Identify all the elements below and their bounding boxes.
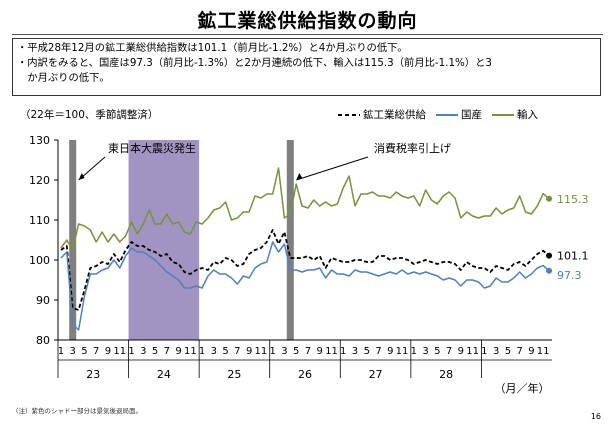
recession-shade-0	[128, 140, 200, 340]
legend-item-domestic: 国産	[436, 107, 482, 122]
series-line-total	[60, 229, 550, 311]
summary-line-2: ・内訳をみると、国産は97.3（前月比-1.3%）と2か月連続の低下、輸入は11…	[17, 57, 492, 69]
annotation-earthquake-arrowhead	[78, 173, 85, 180]
legend-label-domestic: 国産	[461, 109, 482, 121]
x-tick-label: 5	[152, 346, 158, 357]
series-line-total-end-point	[546, 252, 553, 259]
legend-swatch-domestic	[436, 113, 458, 116]
event-bar-0	[69, 140, 77, 340]
annotation-tax-hike-arrowhead	[296, 173, 303, 180]
x-tick-label: 9	[387, 346, 393, 357]
end-value-label: 115.3	[557, 193, 589, 206]
x-tick-label: 9	[317, 346, 323, 357]
unit-note: （22年＝100、季節調整済）	[20, 109, 159, 121]
x-tick-label: 1	[481, 346, 487, 357]
x-tick-label: 1	[128, 346, 134, 357]
y-tick-label: 120	[29, 174, 50, 187]
x-tick-label: 7	[305, 346, 311, 357]
x-tick-label: 7	[164, 346, 170, 357]
x-tick-label: 11	[325, 346, 338, 357]
y-tick-label: 110	[29, 214, 50, 227]
summary-line-1: ・平成28年12月の鉱工業総供給指数は101.1（前月比-1.2%）と4か月ぶり…	[17, 42, 408, 54]
legend-label-imports: 輸入	[517, 109, 538, 121]
x-tick-label: 3	[70, 346, 76, 357]
x-tick-label: 3	[493, 346, 499, 357]
x-tick-label: 3	[352, 346, 358, 357]
page-number: 16	[590, 412, 601, 421]
x-tick-label: 1	[411, 346, 417, 357]
series-line-imports-end-point	[546, 195, 553, 202]
x-tick-label: 3	[422, 346, 428, 357]
footnote: （注）紫色のシャドー部分は景気後退局面。	[12, 407, 142, 415]
legend-swatch-total	[338, 113, 360, 116]
event-bar-1	[286, 140, 294, 340]
annotation-earthquake: 東日本大震災発生	[108, 141, 196, 155]
x-tick-label: 9	[458, 346, 464, 357]
x-tick-label: 3	[140, 346, 146, 357]
y-tick-label: 80	[36, 334, 50, 347]
x-tick-label: 9	[528, 346, 534, 357]
y-tick-label: 90	[36, 294, 50, 307]
x-year-label: 25	[227, 368, 241, 381]
x-tick-label: 1	[58, 346, 64, 357]
series-line-domestic	[60, 241, 550, 331]
x-tick-label: 9	[105, 346, 111, 357]
x-tick-label: 1	[269, 346, 275, 357]
end-value-label: 97.3	[557, 269, 582, 282]
x-tick-label: 11	[466, 346, 479, 357]
legend-swatch-imports	[492, 113, 514, 116]
legend-label-total: 鉱工業総供給	[363, 109, 426, 121]
x-tick-label: 7	[234, 346, 240, 357]
x-tick-label: 11	[113, 346, 126, 357]
title-underline	[12, 34, 603, 35]
x-tick-label: 5	[505, 346, 511, 357]
x-tick-label: 11	[537, 346, 550, 357]
x-year-label: 26	[298, 368, 312, 381]
x-tick-label: 1	[199, 346, 205, 357]
page-title: 鉱工業総供給指数の動向	[197, 10, 418, 32]
x-year-label: 27	[369, 368, 383, 381]
series-line-imports	[60, 167, 550, 251]
x-tick-label: 7	[516, 346, 522, 357]
end-value-label: 101.1	[557, 250, 589, 263]
x-tick-label: 5	[293, 346, 299, 357]
x-tick-label: 9	[175, 346, 181, 357]
x-tick-label: 7	[375, 346, 381, 357]
x-year-label: 28	[439, 368, 453, 381]
x-year-label: 24	[157, 368, 171, 381]
annotation-tax-hike-arrow	[296, 156, 369, 181]
x-tick-label: 5	[434, 346, 440, 357]
x-axis-unit-label: （月／年）	[495, 381, 550, 395]
x-tick-label: 11	[184, 346, 197, 357]
summary-line-3: か月ぶりの低下。	[17, 72, 110, 84]
x-tick-label: 5	[222, 346, 228, 357]
legend-item-imports: 輸入	[492, 107, 538, 122]
annotation-tax-hike: 消費税率引上げ	[374, 141, 451, 155]
x-tick-label: 3	[211, 346, 217, 357]
x-tick-label: 5	[364, 346, 370, 357]
summary-box: ・平成28年12月の鉱工業総供給指数は101.1（前月比-1.2%）と4か月ぶり…	[12, 38, 601, 96]
x-tick-label: 5	[81, 346, 87, 357]
x-tick-label: 7	[93, 346, 99, 357]
x-tick-label: 7	[446, 346, 452, 357]
x-tick-label: 3	[281, 346, 287, 357]
x-tick-label: 11	[255, 346, 268, 357]
y-tick-label: 130	[29, 134, 50, 147]
x-tick-label: 11	[396, 346, 409, 357]
x-tick-label: 1	[340, 346, 346, 357]
x-tick-label: 9	[246, 346, 252, 357]
y-tick-label: 100	[29, 254, 50, 267]
x-year-label: 23	[86, 368, 100, 381]
series-line-domestic-end-point	[546, 267, 553, 274]
chart-legend: 鉱工業総供給 国産 輸入	[338, 107, 548, 122]
legend-item-total: 鉱工業総供給	[338, 107, 426, 122]
